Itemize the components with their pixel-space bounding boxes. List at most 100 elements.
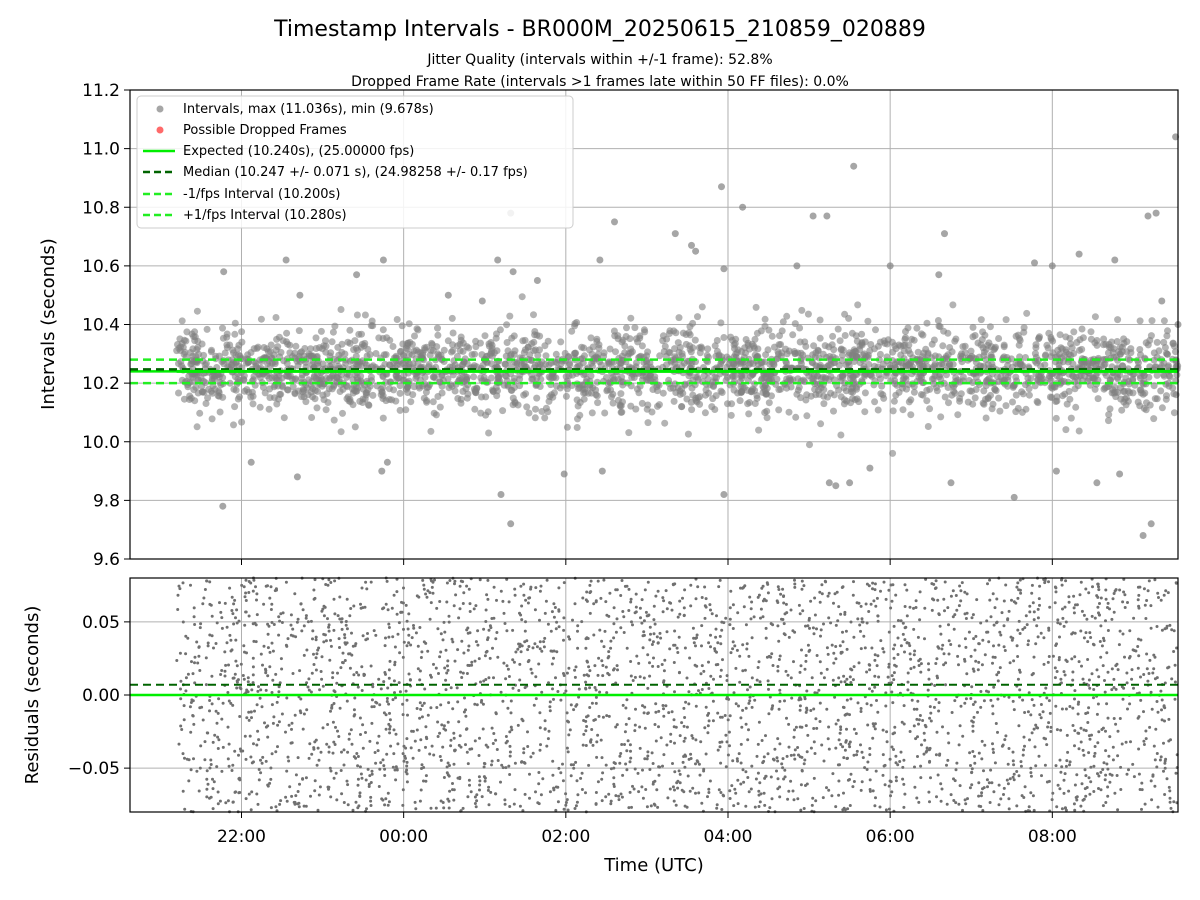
residual-point [806,733,810,737]
residual-point [625,749,629,753]
residual-point [839,680,843,684]
residual-point [438,731,442,735]
residual-point [700,596,704,599]
residual-point [631,679,635,682]
residual-point [1146,589,1150,593]
residual-point [628,790,632,794]
residual-point [344,620,348,623]
residual-point [640,785,644,789]
interval-point [518,293,526,301]
residual-point [464,708,467,712]
residual-point [216,802,220,806]
residual-point [369,781,373,784]
interval-point [746,399,753,406]
residual-point [719,791,723,794]
interval-point [399,351,407,359]
residual-point [1163,719,1166,723]
residual-point [601,771,605,775]
interval-point [1091,313,1099,321]
residual-point [441,638,445,642]
residual-point [812,707,816,711]
residual-point [776,624,780,628]
residual-point [963,612,967,616]
interval-point [1052,414,1060,422]
interval-point [319,391,327,399]
interval-point [593,392,601,400]
residual-point [903,792,907,796]
residual-point [257,738,261,742]
residual-point [868,753,872,757]
interval-point [189,345,197,353]
residual-point [291,672,295,675]
residual-point [1054,764,1058,768]
residual-point [538,726,542,730]
residual-point [966,797,969,801]
residual-point [255,613,259,617]
residual-point [231,676,235,680]
residual-point [618,754,622,758]
residual-point [741,768,745,772]
residual-point [742,605,746,609]
residual-point [848,804,852,807]
residual-point [557,766,561,770]
interval-point [532,405,539,413]
interval-point [436,378,444,386]
residual-point [255,703,259,707]
interval-point [1012,391,1020,399]
interval-point [202,360,210,367]
interval-outlier-point [1139,532,1147,539]
residual-point [566,808,570,812]
residual-point [593,718,597,722]
residual-point [890,790,894,794]
residual-point [915,717,919,721]
residual-point [360,665,364,669]
residual-point [607,714,611,718]
residual-point [612,782,616,786]
residual-point [244,691,248,695]
interval-point [349,376,357,384]
residual-point [221,745,225,749]
interval-point [503,321,511,329]
interval-point [1124,355,1132,362]
interval-point [840,384,848,392]
residual-point [1106,794,1110,798]
residual-point [964,697,968,701]
residual-point [284,795,288,799]
interval-point [1150,349,1158,357]
residual-point [862,634,866,638]
residual-point [508,805,512,808]
residual-point [520,644,524,648]
residual-point [546,737,550,741]
residual-point [451,640,455,644]
residual-point [799,664,803,668]
residual-point [1062,778,1066,782]
interval-point [830,376,838,384]
residual-point [884,597,888,601]
residual-point [983,743,987,747]
residual-point [681,760,685,764]
interval-point [633,385,641,393]
residual-point [809,746,813,750]
residual-point [393,691,396,695]
residual-point [506,667,510,671]
residual-point [1060,583,1064,587]
interval-point [485,429,493,437]
interval-point [796,324,804,332]
interval-point [694,313,701,321]
residual-point [957,644,961,648]
residual-point [539,584,543,588]
residual-point [838,731,842,735]
residual-point [1155,625,1159,628]
residual-point [662,599,666,603]
residual-point [802,584,806,588]
residual-point [653,723,657,726]
residual-point [487,785,491,789]
residual-point [386,608,390,612]
residual-point [922,752,926,756]
interval-point [380,351,388,359]
residual-point [269,766,273,770]
interval-outlier-point [596,256,604,264]
residual-point [820,592,824,596]
interval-point [361,395,369,403]
residual-point [382,606,386,610]
